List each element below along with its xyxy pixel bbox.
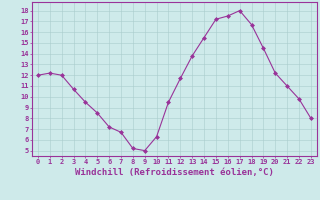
- X-axis label: Windchill (Refroidissement éolien,°C): Windchill (Refroidissement éolien,°C): [75, 168, 274, 177]
